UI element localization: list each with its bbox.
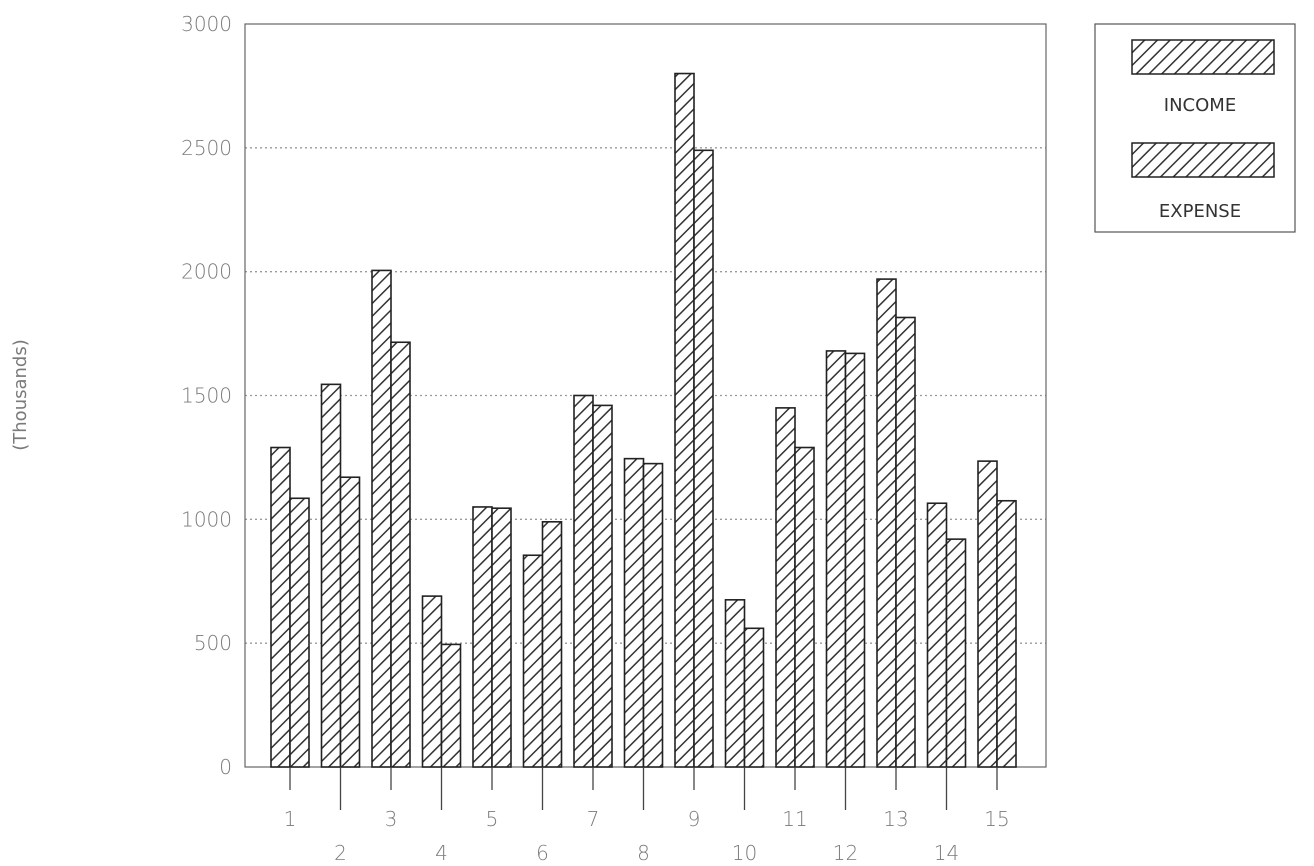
bar-expense bbox=[945, 538, 967, 768]
x-tick-label: 8 bbox=[637, 841, 650, 865]
y-tick-label: 3000 bbox=[181, 12, 232, 36]
bar-expense bbox=[996, 499, 1017, 768]
legend-label-expense: EXPENSE bbox=[1159, 201, 1241, 222]
bar-income bbox=[522, 554, 544, 768]
bar-income bbox=[573, 394, 594, 768]
bar-expense bbox=[339, 476, 361, 768]
bar-expense bbox=[844, 352, 866, 768]
bar-income bbox=[926, 502, 948, 768]
bar-income bbox=[977, 460, 998, 768]
y-tick-label: 0 bbox=[219, 755, 232, 779]
bar-income bbox=[876, 278, 897, 768]
y-tick-labels: 0 500 1000 1500 2000 2500 3000 bbox=[181, 12, 232, 779]
x-tick-label: 10 bbox=[732, 841, 757, 865]
bar-income bbox=[472, 506, 493, 768]
x-tick-label: 1 bbox=[284, 807, 297, 831]
bar-expense bbox=[895, 316, 916, 768]
y-axis-label: (Thousands) bbox=[10, 339, 31, 451]
x-tick-label: 9 bbox=[688, 807, 701, 831]
x-tick-label: 14 bbox=[934, 841, 959, 865]
bar-expense bbox=[491, 507, 512, 768]
x-tick-label: 7 bbox=[587, 807, 600, 831]
bar-income bbox=[421, 595, 443, 768]
bar-income bbox=[623, 457, 645, 768]
bar-expense bbox=[693, 149, 714, 768]
bar-expense bbox=[541, 521, 563, 768]
y-tick-label: 2000 bbox=[181, 260, 232, 284]
bar-expense bbox=[794, 446, 815, 768]
legend-swatch-expense bbox=[1131, 142, 1275, 178]
y-tick-label: 2500 bbox=[181, 136, 232, 160]
bar-income bbox=[724, 599, 746, 768]
x-tick-label: 2 bbox=[334, 841, 347, 865]
x-tick-label: 11 bbox=[782, 807, 807, 831]
bar-expense bbox=[440, 643, 462, 768]
bar-income bbox=[825, 350, 847, 768]
legend-swatch-income bbox=[1131, 39, 1275, 75]
legend-label-income: INCOME bbox=[1164, 95, 1236, 116]
x-tick-marks bbox=[289, 767, 998, 810]
y-tick-label: 1500 bbox=[181, 384, 232, 408]
bar-income bbox=[371, 269, 392, 768]
y-tick-label: 1000 bbox=[181, 507, 232, 531]
bar-expense bbox=[743, 627, 765, 768]
bar-income bbox=[775, 407, 796, 768]
bar-income bbox=[270, 446, 291, 768]
bar-expense bbox=[592, 404, 613, 768]
bar-expense bbox=[642, 462, 664, 768]
bar-income bbox=[320, 383, 342, 768]
x-tick-label: 3 bbox=[385, 807, 398, 831]
legend: INCOME EXPENSE bbox=[1094, 23, 1296, 233]
x-tick-label: 6 bbox=[536, 841, 549, 865]
bar-income bbox=[674, 72, 695, 768]
x-tick-label: 5 bbox=[486, 807, 499, 831]
bar-expense bbox=[390, 341, 411, 768]
x-tick-label: 15 bbox=[984, 807, 1009, 831]
y-tick-label: 500 bbox=[194, 631, 232, 655]
bars bbox=[270, 72, 1017, 768]
x-tick-label: 13 bbox=[883, 807, 908, 831]
bar-expense bbox=[289, 497, 310, 768]
x-tick-label: 12 bbox=[833, 841, 858, 865]
x-tick-label: 4 bbox=[435, 841, 448, 865]
